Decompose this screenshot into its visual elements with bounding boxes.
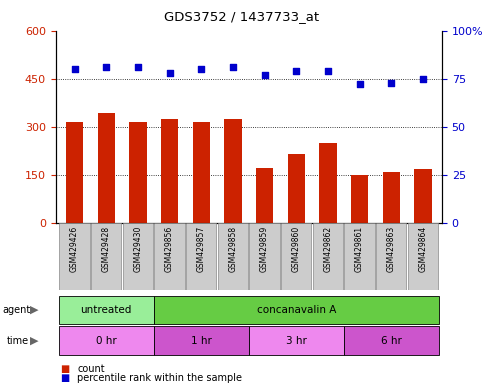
Point [134, 64, 142, 70]
Bar [249, 223, 280, 290]
Text: count: count [77, 364, 105, 374]
Bar [344, 223, 375, 290]
Bar [161, 119, 178, 223]
Bar [256, 168, 273, 223]
Point [71, 66, 78, 72]
Bar [414, 169, 432, 223]
Point [102, 64, 110, 70]
Bar [313, 223, 343, 290]
Text: GSM429861: GSM429861 [355, 226, 364, 272]
Text: GSM429859: GSM429859 [260, 226, 269, 272]
Text: 0 hr: 0 hr [96, 336, 116, 346]
Text: GSM429856: GSM429856 [165, 226, 174, 272]
Text: 3 hr: 3 hr [286, 336, 307, 346]
Text: GSM429858: GSM429858 [228, 226, 238, 272]
Point [166, 70, 173, 76]
Text: 6 hr: 6 hr [381, 336, 402, 346]
Bar [224, 119, 242, 223]
Text: GSM429426: GSM429426 [70, 226, 79, 272]
Text: GSM429864: GSM429864 [418, 226, 427, 272]
Point [356, 81, 364, 88]
Text: GDS3752 / 1437733_at: GDS3752 / 1437733_at [164, 10, 319, 23]
Text: GSM429860: GSM429860 [292, 226, 301, 272]
Bar [66, 122, 83, 223]
Bar [129, 122, 147, 223]
Text: agent: agent [2, 305, 30, 315]
Text: ■: ■ [60, 364, 70, 374]
Bar [319, 143, 337, 223]
Text: time: time [7, 336, 29, 346]
Text: GSM429857: GSM429857 [197, 226, 206, 272]
Text: GSM429430: GSM429430 [133, 226, 142, 273]
Bar [281, 223, 312, 290]
Bar [98, 113, 115, 223]
Point [419, 76, 427, 82]
Text: GSM429428: GSM429428 [102, 226, 111, 272]
Bar [186, 223, 216, 290]
Text: percentile rank within the sample: percentile rank within the sample [77, 373, 242, 383]
Point [387, 79, 395, 86]
Bar [408, 223, 438, 290]
Text: GSM429863: GSM429863 [387, 226, 396, 272]
Text: ■: ■ [60, 373, 70, 383]
Bar [376, 223, 407, 290]
Point [324, 68, 332, 74]
Text: ▶: ▶ [30, 336, 39, 346]
Text: untreated: untreated [81, 305, 132, 315]
Text: 1 hr: 1 hr [191, 336, 212, 346]
Text: GSM429862: GSM429862 [324, 226, 332, 272]
Bar [59, 223, 90, 290]
Bar [218, 223, 248, 290]
Bar [123, 223, 153, 290]
Text: concanavalin A: concanavalin A [256, 305, 336, 315]
Text: ▶: ▶ [30, 305, 39, 315]
Bar [287, 154, 305, 223]
Bar [383, 172, 400, 223]
Bar [91, 223, 121, 290]
Bar [193, 122, 210, 223]
Point [261, 72, 269, 78]
Point [198, 66, 205, 72]
Point [292, 68, 300, 74]
Bar [155, 223, 185, 290]
Point [229, 64, 237, 70]
Bar [351, 175, 369, 223]
